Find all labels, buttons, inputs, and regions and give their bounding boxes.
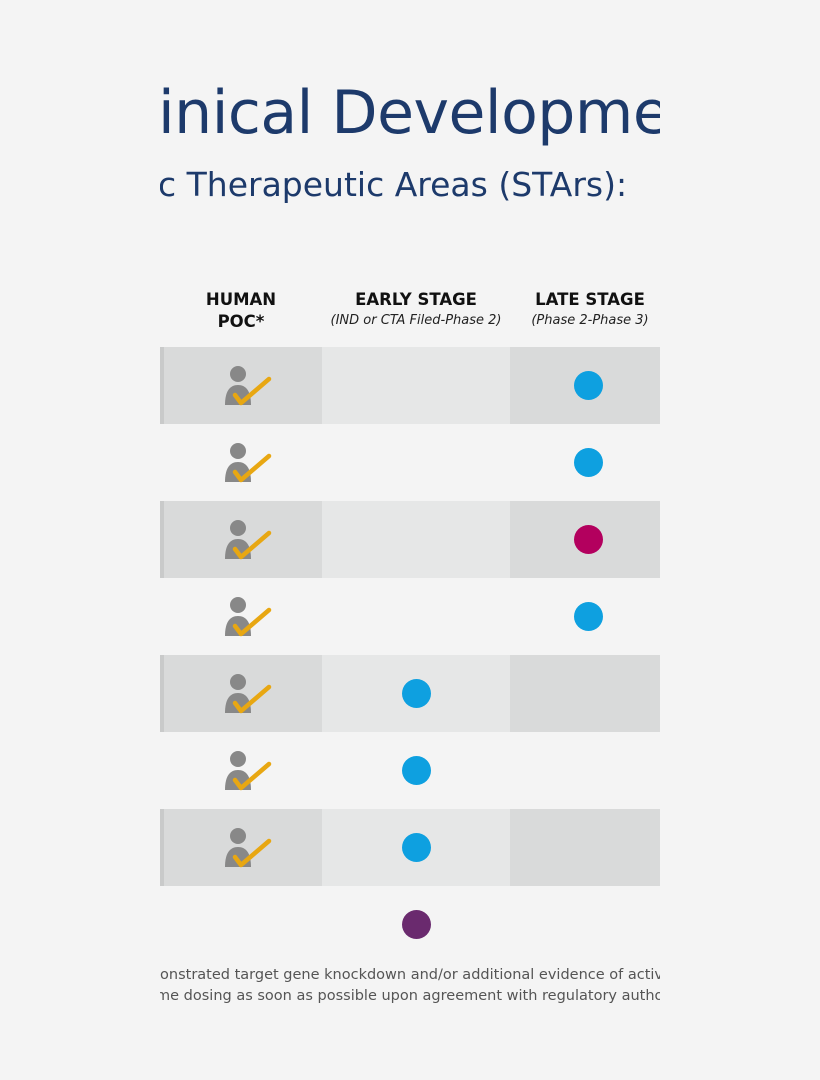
row-edge [160,655,164,732]
column-header-late-stage: LATE STAGE (Phase 2-Phase 3) [510,289,660,328]
table-row [160,347,660,424]
cell-early [322,501,510,578]
column-header-poc-line2: POC* [217,312,265,331]
page-subtitle: c Therapeutic Areas (STArs): [160,165,628,204]
person-with-checkmark-icon [224,365,272,409]
column-header-late-label: LATE STAGE [535,290,645,309]
early-stage-marker [402,910,431,939]
cell-early [322,347,510,424]
column-header-early-label: EARLY STAGE [355,290,477,309]
row-edge [160,347,164,424]
early-stage-marker [402,679,431,708]
table-row [160,501,660,578]
cell-poc [164,347,322,424]
cell-late [510,732,660,809]
row-edge [160,501,164,578]
footnote-line-2: me dosing as soon as possible upon agree… [160,988,660,1004]
early-stage-marker [402,756,431,785]
table-row [160,424,660,501]
cell-late [510,655,660,732]
table-row [160,886,660,963]
column-header-late-sub: (Phase 2-Phase 3) [531,313,649,328]
table-row [160,809,660,886]
column-header-human-poc: HUMAN POC* [160,289,322,333]
late-stage-marker [574,371,603,400]
cell-poc [164,886,322,963]
person-with-checkmark-icon [224,442,272,486]
late-stage-marker [574,448,603,477]
page-title: inical Developmen [160,78,660,148]
table-row [160,655,660,732]
column-header-early-sub: (IND or CTA Filed-Phase 2) [330,313,502,328]
footnotes: ionstrated target gene knockdown and/or … [160,965,660,1007]
late-stage-marker [574,602,603,631]
pipeline-slide: inical Developmen c Therapeutic Areas (S… [160,0,660,1080]
cell-late [510,886,660,963]
cell-late [510,809,660,886]
early-stage-marker [402,833,431,862]
table-row [160,578,660,655]
cell-early [322,578,510,655]
person-with-checkmark-icon [224,519,272,563]
cell-poc [164,655,322,732]
footnote-line-1: ionstrated target gene knockdown and/or … [160,967,660,983]
person-with-checkmark-icon [224,673,272,717]
row-edge [160,809,164,886]
person-with-checkmark-icon [224,827,272,871]
person-with-checkmark-icon [224,750,272,794]
cell-early [322,424,510,501]
cell-poc [164,809,322,886]
cell-poc [164,501,322,578]
person-with-checkmark-icon [224,596,272,640]
column-header-early-stage: EARLY STAGE (IND or CTA Filed-Phase 2) [322,289,510,328]
table-row [160,732,660,809]
late-stage-marker [574,525,603,554]
column-header-poc-line1: HUMAN [205,290,277,309]
